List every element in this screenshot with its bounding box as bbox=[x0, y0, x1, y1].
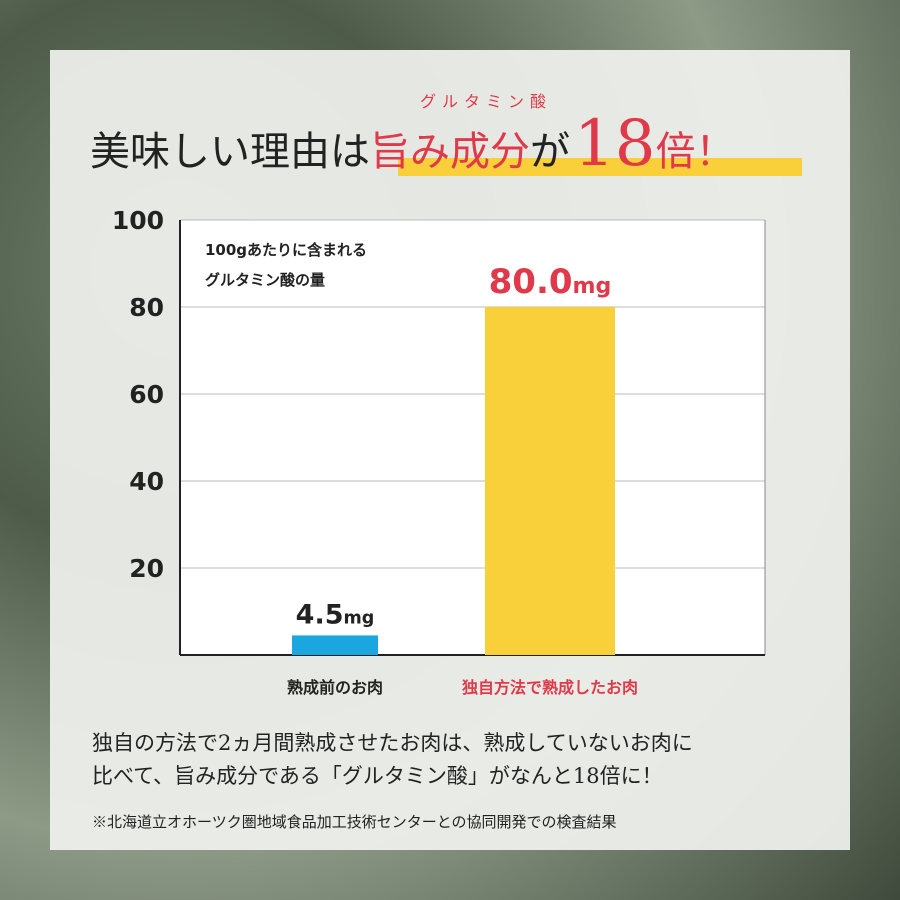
body-text: 独自の方法で2ヵ月間熟成させたお肉は、熟成していないお肉に bbox=[92, 731, 693, 755]
x-tick-label: 独自方法で熟成したお肉 bbox=[462, 678, 638, 697]
title-lead: 美味しい理由は bbox=[90, 129, 370, 175]
footnote: ※北海道立オホーツク圏地域食品加工技術センターとの協同開発での検査結果 bbox=[92, 813, 617, 831]
value-label: 80.0mg bbox=[489, 262, 612, 302]
value-label: 4.5mg bbox=[296, 599, 375, 630]
title-underline bbox=[398, 158, 802, 176]
title-highlight: 旨み成分 bbox=[370, 129, 530, 175]
title-particle: が bbox=[530, 129, 570, 175]
bar bbox=[292, 635, 378, 655]
title-number: 18 bbox=[574, 107, 655, 181]
y-tick-label: 100 bbox=[112, 206, 164, 235]
body-text: 比べて、旨み成分である「グルタミン酸」がなんと18倍に！ bbox=[92, 764, 663, 788]
bar bbox=[485, 307, 615, 655]
chart-title: 美味しい理由は旨み成分が18倍！ bbox=[90, 107, 735, 181]
annotation: 100gあたりに含まれる bbox=[205, 241, 367, 259]
y-tick-label: 40 bbox=[129, 467, 164, 496]
x-tick-label: 熟成前のお肉 bbox=[287, 678, 383, 697]
title-suffix: 倍！ bbox=[655, 129, 735, 175]
plot-area bbox=[180, 220, 765, 655]
y-tick-label: 20 bbox=[129, 554, 164, 583]
annotation: グルタミン酸の量 bbox=[205, 271, 325, 289]
y-tick-label: 80 bbox=[129, 293, 164, 322]
y-tick-label: 60 bbox=[129, 380, 164, 409]
title-ruby: グルタミン酸 bbox=[420, 92, 552, 111]
